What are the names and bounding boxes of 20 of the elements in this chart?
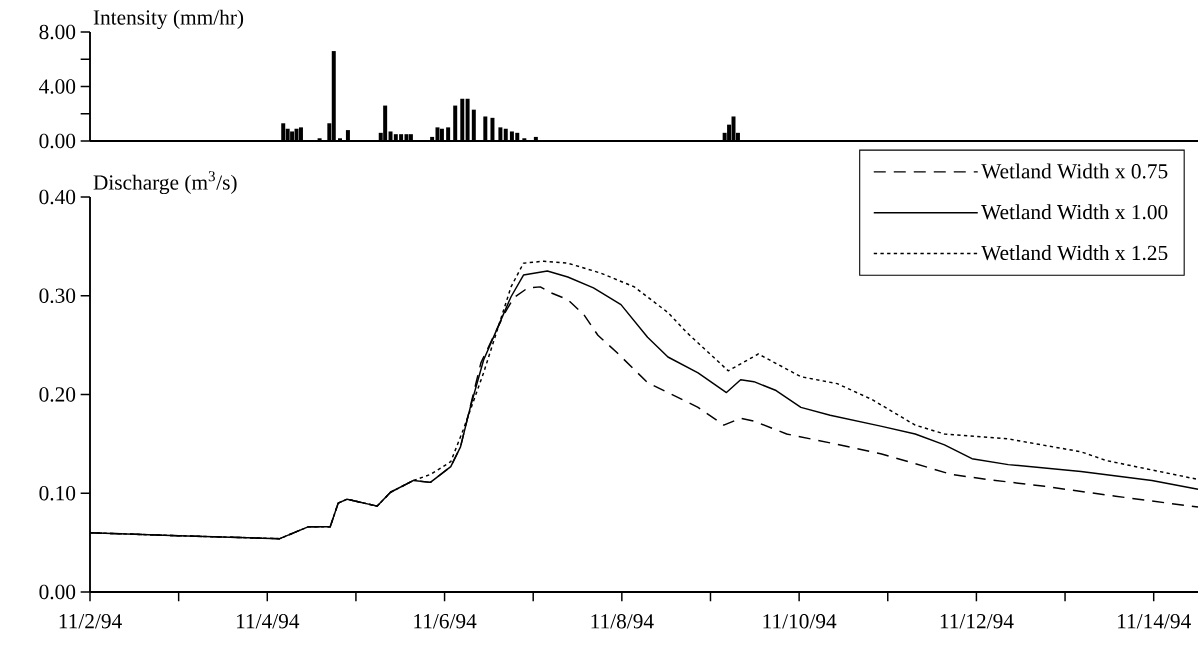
x-tick-label: 11/4/94 [236,614,300,629]
x-tick-label: 11/10/94 [763,614,837,629]
x-tick-label: 11/6/94 [414,614,477,629]
y-tick-label: 0.40 [39,189,76,205]
y-tick-label: 0.00 [39,584,76,600]
y-tick-label: 4.00 [39,79,76,94]
x-tick-label: 11/14/94 [1118,614,1191,629]
y-tick-label: 0.00 [39,133,76,149]
x-tick-label: 11/2/94 [59,614,122,629]
y-tick-label: 0.30 [39,288,76,303]
x-tick-label: 11/8/94 [591,614,654,629]
legend-label: Wetland Width x 1.25 [981,245,1168,261]
x-tick-label: 11/12/94 [940,614,1014,629]
legend-label: Wetland Width x 1.00 [981,204,1168,220]
y-axis-title: Intensity (mm/hr) [93,9,244,30]
y-tick-label: 8.00 [39,24,76,40]
legend-label: Wetland Width x 0.75 [981,163,1168,179]
y-tick-label: 0.20 [39,387,76,402]
y-tick-label: 0.10 [39,486,76,501]
y-axis-title: Discharge (m$^{3}$/s) [93,171,237,195]
